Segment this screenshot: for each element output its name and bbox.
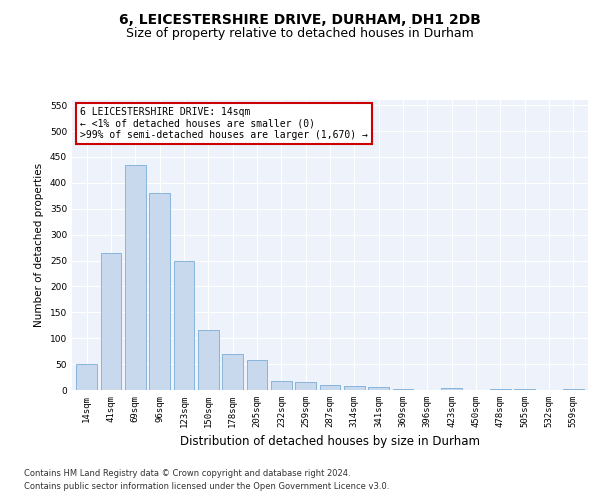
Bar <box>149 193 170 390</box>
Bar <box>392 389 413 390</box>
Text: Contains public sector information licensed under the Open Government Licence v3: Contains public sector information licen… <box>24 482 389 491</box>
Bar <box>247 360 268 390</box>
Text: 6, LEICESTERSHIRE DRIVE, DURHAM, DH1 2DB: 6, LEICESTERSHIRE DRIVE, DURHAM, DH1 2DB <box>119 12 481 26</box>
Bar <box>295 382 316 390</box>
Bar <box>563 389 584 390</box>
Bar <box>198 330 218 390</box>
Bar <box>442 388 462 390</box>
Bar <box>271 381 292 390</box>
Text: 6 LEICESTERSHIRE DRIVE: 14sqm
← <1% of detached houses are smaller (0)
>99% of s: 6 LEICESTERSHIRE DRIVE: 14sqm ← <1% of d… <box>80 108 368 140</box>
Text: Contains HM Land Registry data © Crown copyright and database right 2024.: Contains HM Land Registry data © Crown c… <box>24 468 350 477</box>
Y-axis label: Number of detached properties: Number of detached properties <box>34 163 44 327</box>
Bar <box>222 354 243 390</box>
Bar <box>125 164 146 390</box>
Bar <box>173 260 194 390</box>
X-axis label: Distribution of detached houses by size in Durham: Distribution of detached houses by size … <box>180 436 480 448</box>
Bar <box>76 364 97 390</box>
Bar <box>368 388 389 390</box>
Bar <box>101 253 121 390</box>
Bar <box>344 386 365 390</box>
Bar <box>320 386 340 390</box>
Text: Size of property relative to detached houses in Durham: Size of property relative to detached ho… <box>126 28 474 40</box>
